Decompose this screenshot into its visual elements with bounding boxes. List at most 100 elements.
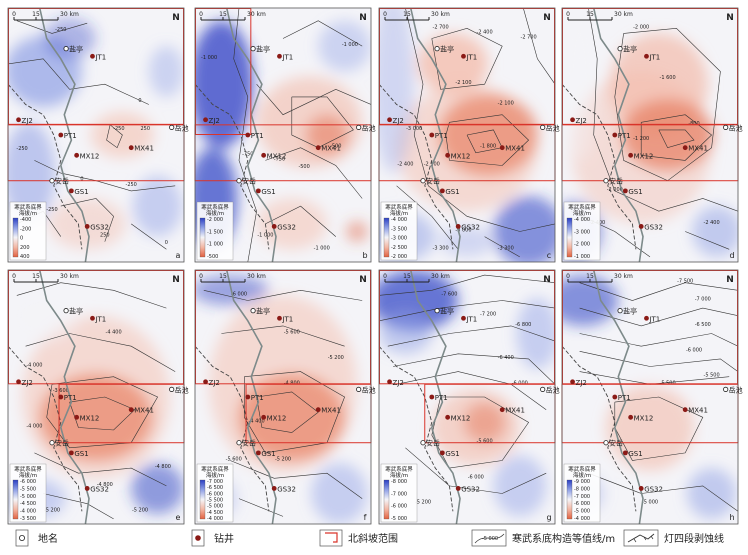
well-label: MX41	[321, 145, 341, 153]
contour-line	[221, 325, 345, 347]
well-marker	[644, 315, 649, 321]
contour-line	[588, 8, 738, 212]
well-label: JT1	[281, 53, 293, 61]
well-marker	[499, 407, 505, 413]
contour-lines: -2 700-2 400-2 100-2 100-1 800-2 100-2 4…	[396, 8, 555, 258]
contour-line	[579, 333, 738, 347]
well-label: GS1	[74, 450, 88, 458]
well-marker	[612, 394, 618, 400]
well-marker	[455, 224, 461, 229]
contour-label: 0	[138, 98, 141, 104]
town-label: 盐亭	[440, 307, 454, 316]
contour-label: -1 000	[314, 245, 330, 251]
map-panel-d: -2 000-1 600-1 200-800-2 000-2 400-2 400…	[561, 7, 743, 263]
well-marker	[628, 414, 634, 420]
scale-tick-label: -7 000	[574, 494, 590, 500]
well-marker	[628, 152, 634, 158]
scale-tick: 30 km	[247, 273, 266, 280]
well-marker	[58, 132, 64, 138]
town-label: 安岳	[55, 439, 69, 448]
colour-field: -2 000-1 600-1 200-800-2 000-2 400-2 400	[562, 8, 738, 262]
contour-label: -2 400	[477, 29, 493, 35]
contour-label: -3 000	[455, 228, 471, 234]
river-line	[225, 8, 277, 262]
well-label: JT1	[281, 315, 293, 323]
town-label: 安岳	[55, 177, 69, 186]
well-label: MX41	[505, 145, 525, 153]
town-label: 安岳	[426, 177, 440, 186]
scale-title: 寒武系底界	[201, 465, 229, 473]
town-label: 岳池	[175, 385, 189, 394]
north-slope-outline	[562, 270, 738, 385]
town-marker	[169, 386, 175, 392]
contour-label: -750	[274, 156, 285, 162]
north-slope-outline	[562, 8, 738, 125]
well-marker	[255, 450, 261, 456]
town-marker	[420, 178, 426, 184]
contour-line	[291, 96, 354, 149]
scale-title: 寒武系底界	[385, 203, 413, 211]
well-label: PT1	[251, 132, 264, 140]
contour-label: 250	[141, 126, 151, 132]
well-marker	[387, 379, 392, 385]
well-label: JT1	[648, 315, 660, 323]
well-marker	[84, 224, 90, 229]
panel-frame	[7, 269, 185, 525]
well-label: GS32	[277, 485, 296, 493]
north-arrow-icon: N	[726, 275, 734, 285]
well-label: JT1	[465, 53, 477, 61]
contour-line	[387, 325, 555, 347]
map-panel-g: -7 600 -7 200 -6 800 -6 400 -6 000 -5 600 -5 2…	[378, 269, 560, 525]
scale-tick: 30 km	[614, 11, 633, 18]
town-label: 安岳	[426, 439, 440, 448]
contour-label: -5 200	[44, 507, 60, 513]
well-marker	[261, 152, 267, 158]
contour-line	[43, 493, 114, 520]
contour-label: 250	[100, 233, 110, 239]
contour-line	[203, 289, 363, 301]
contour-line	[405, 8, 555, 232]
scale-tick: 15	[219, 11, 227, 18]
map-panel-a: -250 0 -250 0 250 -250 250 -250 -250 0 JT1 ZJ2 PT1 MX…	[7, 7, 189, 263]
town-label: 安岳	[242, 439, 256, 448]
well-label: GS32	[90, 223, 109, 231]
town-label: 岳池	[729, 385, 743, 394]
well-marker	[271, 486, 277, 491]
well-marker	[90, 315, 95, 321]
contour-line	[393, 353, 555, 385]
contour-line	[523, 8, 555, 85]
contour-label: -4 400	[106, 330, 122, 336]
well-label: ZJ2	[22, 117, 33, 125]
legend-contour-sample: -5 000	[482, 536, 498, 542]
scale-tick: 0	[199, 273, 203, 280]
well-marker	[429, 132, 435, 138]
north-slope-outline	[195, 270, 371, 385]
scale-tick-label: -500	[207, 254, 218, 260]
contour-line	[34, 452, 167, 487]
contour-label: -250	[113, 126, 124, 132]
contour-line	[265, 205, 336, 237]
well-label: GS32	[644, 223, 663, 231]
erosion-line	[8, 345, 83, 512]
contour-label: -750	[242, 151, 253, 157]
well-marker	[74, 152, 80, 158]
well-label: MX41	[134, 407, 154, 415]
contour-line	[16, 282, 167, 309]
town-marker	[49, 178, 55, 184]
well-label: JT1	[465, 315, 477, 323]
contour-label: -2 000	[607, 187, 623, 193]
scale-tick-label: -6 500	[207, 485, 223, 491]
contour-line	[405, 447, 547, 494]
well-label: ZJ2	[393, 117, 404, 125]
contour-label: -5 200	[132, 507, 148, 513]
well-marker	[277, 53, 282, 59]
contour-line	[238, 498, 284, 517]
well-label: GS1	[628, 450, 642, 458]
north-slope-outline	[8, 270, 184, 385]
scale-tick: 15	[586, 273, 594, 280]
well-marker	[84, 486, 90, 491]
contour-line	[16, 20, 88, 34]
contour-label: -6 000	[512, 380, 528, 386]
